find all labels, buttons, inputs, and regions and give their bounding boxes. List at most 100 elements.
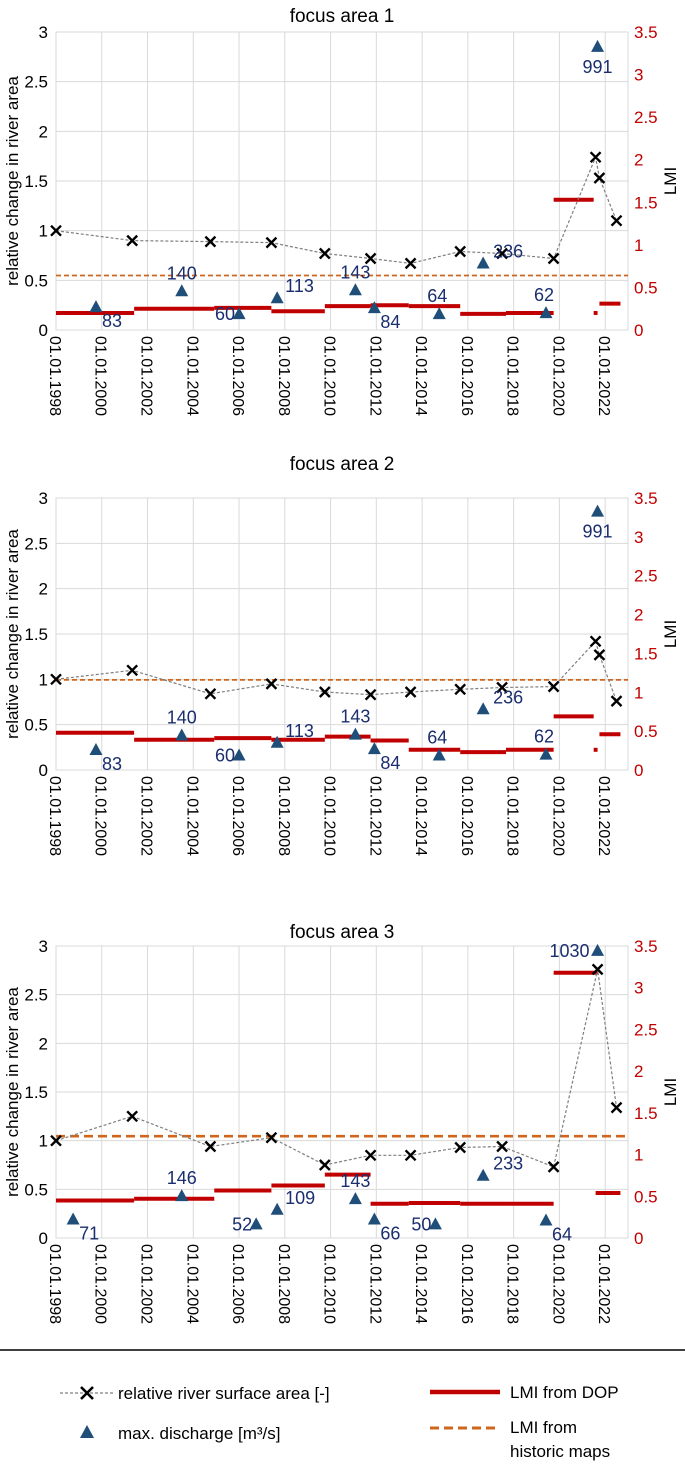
discharge-point (270, 1202, 284, 1215)
x-tick-label: 01.01.1998 (46, 1244, 63, 1324)
marker-stroke (126, 664, 139, 677)
discharge-label: 52 (232, 1214, 252, 1234)
y-right-tick-label: 3.5 (634, 489, 658, 508)
marker-stroke (364, 1149, 377, 1162)
discharge-label: 146 (167, 1168, 197, 1188)
relative-area-point (265, 678, 278, 690)
chart-title: focus area 2 (290, 454, 395, 475)
relative-area-point (454, 245, 467, 258)
y-tick-label: 3 (39, 937, 48, 956)
marker-stroke (404, 686, 417, 698)
relative-area-point (204, 1140, 217, 1153)
discharge-label: 143 (340, 707, 370, 727)
discharge-point (232, 307, 246, 320)
legend-lmi-historic-label-1: LMI from (510, 1418, 577, 1437)
discharge-point (175, 284, 189, 297)
y-right-tick-label: 3 (634, 979, 643, 998)
x-tick-label: 01.01.2016 (458, 336, 475, 416)
relative-area-point (610, 1101, 623, 1114)
y-right-tick-label: 3.5 (634, 23, 658, 42)
y-right-tick-label: 2.5 (634, 567, 658, 586)
discharge-point (89, 300, 103, 313)
relative-area-point (318, 1159, 331, 1171)
discharge-label: 84 (380, 312, 400, 332)
discharge-point (348, 283, 362, 296)
relative-area-point (404, 686, 417, 698)
relative-area-point (318, 247, 331, 260)
y-right-tick-label: 3 (634, 66, 643, 85)
discharge-point (66, 1212, 80, 1225)
marker-stroke (547, 1161, 560, 1173)
discharge-point (249, 1217, 263, 1230)
marker-stroke (50, 224, 62, 237)
marker-stroke (589, 635, 602, 648)
y-axis-label: relative change in river area (3, 987, 22, 1197)
marker-stroke (547, 252, 560, 265)
y-tick-label: 0 (39, 321, 48, 340)
y-tick-label: 1 (39, 222, 48, 241)
marker-stroke (265, 1131, 278, 1144)
discharge-point (270, 291, 284, 304)
y-tick-label: 1.5 (24, 1083, 48, 1102)
chart-title: focus area 3 (290, 922, 395, 943)
y-right-tick-label: 0 (634, 1229, 643, 1248)
x-tick-label: 01.01.2000 (92, 776, 109, 856)
discharge-point (175, 728, 189, 741)
x-tick-label: 01.01.2008 (275, 776, 292, 856)
x-tick-label: 01.01.2018 (504, 776, 521, 856)
x-tick-label: 01.01.2006 (229, 776, 246, 856)
marker-stroke (265, 678, 278, 690)
relative-area-point (204, 235, 217, 248)
chart-panel-2: 0 0.5 1 1.5 2 2.5 3 0 0.5 1 1.5 2 2.5 3 3.5 01.01.1998 0… (3, 454, 680, 856)
discharge-point (428, 1217, 442, 1230)
relative-area-point (589, 635, 602, 648)
discharge-point (89, 743, 103, 756)
discharge-label: 113 (285, 276, 314, 296)
marker-stroke (454, 245, 467, 258)
x-tick-label: 01.01.2020 (549, 336, 566, 416)
discharge-label: 60 (215, 745, 235, 765)
y-tick-label: 1.5 (24, 625, 48, 644)
x-tick-label: 01.01.2022 (595, 1244, 612, 1324)
relative-area-point (50, 673, 62, 686)
x-tick-label: 01.01.2018 (504, 1244, 521, 1324)
marker-stroke (204, 1140, 217, 1153)
x-tick-label: 01.01.2010 (321, 1244, 338, 1324)
y-right-tick-label: 0 (634, 321, 643, 340)
y-right-tick-label: 2.5 (634, 108, 658, 127)
x-tick-label: 01.01.2004 (183, 776, 200, 856)
discharge-label: 143 (340, 1171, 370, 1191)
discharge-label: 62 (534, 285, 554, 305)
discharge-point (367, 742, 381, 755)
x-tick-label: 01.01.2014 (412, 1244, 429, 1324)
y-right-tick-label: 2 (634, 606, 643, 625)
marker-stroke (591, 963, 604, 976)
relative-area-point (364, 252, 377, 265)
y-tick-label: 0.5 (24, 271, 48, 290)
marker-stroke (204, 235, 217, 248)
relative-area-point (496, 681, 508, 694)
y-axis-label: relative change in river area (3, 529, 22, 739)
y-right-tick-label: 1 (634, 236, 643, 255)
marker-stroke (364, 252, 377, 265)
x-tick-label: 01.01.2018 (504, 336, 521, 416)
relative-area-point (610, 695, 623, 707)
y-right-tick-label: 1.5 (634, 193, 658, 212)
y-tick-label: 2 (39, 1034, 48, 1053)
x-tick-label: 01.01.2022 (595, 776, 612, 856)
relative-area-point (50, 224, 62, 237)
y-right-axis-label: LMI (661, 620, 680, 648)
relative-area-line (55, 155, 618, 265)
discharge-point (591, 943, 605, 956)
relative-area-point (126, 1110, 139, 1123)
marker-stroke (318, 247, 331, 260)
marker-stroke (265, 236, 278, 249)
x-tick-label: 01.01.2002 (138, 1244, 155, 1324)
legend-lmi-historic-label-2: historic maps (510, 1442, 610, 1461)
legend-relative-area-marker (80, 1386, 94, 1400)
y-tick-label: 2.5 (24, 986, 48, 1005)
y-right-tick-label: 0 (634, 761, 643, 780)
discharge-label: 60 (215, 304, 235, 324)
relative-area-line (55, 640, 618, 702)
marker-stroke (404, 257, 417, 270)
